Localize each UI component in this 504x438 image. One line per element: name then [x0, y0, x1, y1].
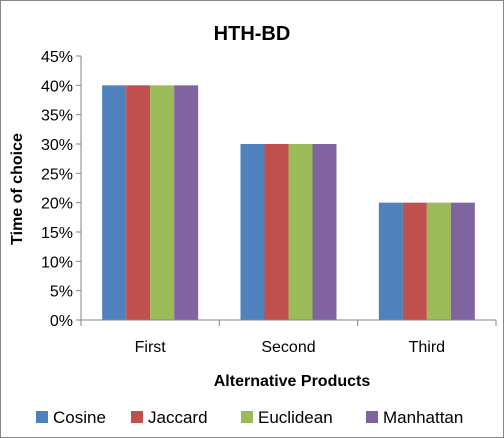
x-tick-label: First [135, 339, 167, 356]
bar-cosine-first [102, 85, 127, 320]
legend: Cosine Jaccard Euclidean Manhattan [36, 408, 463, 427]
x-tick-label: Second [261, 339, 315, 356]
x-tick-label: Third [409, 339, 445, 356]
x-axis-ticks: First Second Third [135, 339, 445, 356]
y-tick-label: 0% [50, 313, 73, 330]
y-tick-label: 35% [41, 108, 73, 125]
axes [80, 56, 497, 326]
bar-jaccard-second [264, 144, 289, 320]
y-tick-label: 15% [41, 225, 73, 242]
bar-euclidean-third [426, 202, 451, 320]
legend-label-manhattan: Manhattan [383, 408, 463, 427]
y-tick-label: 40% [41, 78, 73, 95]
y-axis-title: Time of choice [9, 133, 26, 245]
bars [102, 85, 475, 320]
bar-cosine-third [378, 202, 403, 320]
y-tick-label: 25% [41, 166, 73, 183]
y-tick-label: 5% [50, 284, 73, 301]
bar-manhattan-second [312, 144, 337, 320]
bar-manhattan-first [174, 85, 199, 320]
bar-jaccard-third [402, 202, 427, 320]
bar-jaccard-first [126, 85, 151, 320]
y-tick-label: 20% [41, 196, 73, 213]
legend-swatch-manhattan [366, 411, 378, 423]
legend-label-cosine: Cosine [53, 408, 106, 427]
legend-swatch-jaccard [131, 411, 143, 423]
y-axis-ticks: 0% 5% 10% 15% 20% 25% 30% 35% 40% 45% [41, 49, 81, 330]
bar-euclidean-second [288, 144, 313, 320]
bar-manhattan-third [450, 202, 475, 320]
bar-euclidean-first [150, 85, 175, 320]
legend-label-jaccard: Jaccard [148, 408, 208, 427]
legend-swatch-euclidean [241, 411, 253, 423]
bar-cosine-second [240, 144, 265, 320]
y-tick-label: 30% [41, 137, 73, 154]
legend-swatch-cosine [36, 411, 48, 423]
y-tick-label: 10% [41, 254, 73, 271]
legend-label-euclidean: Euclidean [258, 408, 333, 427]
x-axis-title: Alternative Products [214, 373, 371, 390]
chart-title: HTH-BD [214, 23, 291, 45]
y-tick-label: 45% [41, 49, 73, 66]
